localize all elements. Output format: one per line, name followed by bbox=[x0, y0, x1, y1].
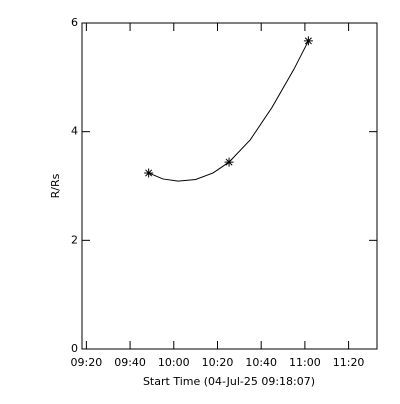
x-tick-label: 11:20 bbox=[333, 356, 365, 369]
x-axis-label: Start Time (04-Jul-25 09:18:07) bbox=[143, 375, 315, 388]
x-tick-label: 10:20 bbox=[202, 356, 234, 369]
y-tick-label: 4 bbox=[71, 125, 78, 138]
x-tick-label: 09:40 bbox=[114, 356, 146, 369]
data-point bbox=[144, 168, 154, 178]
data-point bbox=[224, 157, 234, 167]
y-tick-label: 6 bbox=[71, 16, 78, 29]
fit-line bbox=[148, 40, 309, 182]
x-tick-label: 10:40 bbox=[245, 356, 277, 369]
y-tick-label: 0 bbox=[71, 342, 78, 355]
data-point bbox=[303, 36, 313, 46]
y-tick-label: 2 bbox=[71, 233, 78, 246]
y-axis-label: R/Rs bbox=[49, 173, 62, 198]
x-tick-label: 10:00 bbox=[158, 356, 190, 369]
x-tick-label: 09:20 bbox=[71, 356, 103, 369]
plot-frame bbox=[81, 22, 378, 350]
x-tick-label: 11:00 bbox=[289, 356, 321, 369]
